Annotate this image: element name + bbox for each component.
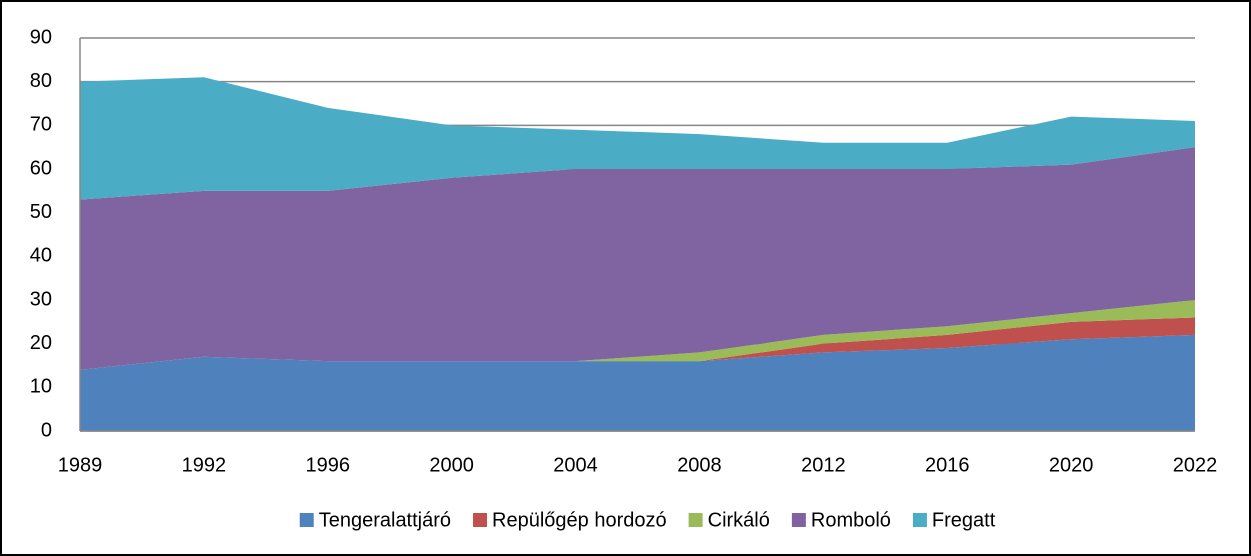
legend-label: Cirkáló [708,509,770,531]
legend-label: Fregatt [932,509,996,531]
x-tick-label: 2022 [1173,454,1218,476]
legend: Tengeralattjáró Repülőgép hordozó Cirkáló R… [299,509,996,531]
legend-label: Repülőgép hordozó [492,509,667,531]
legend-swatch [299,513,314,527]
x-tick-label: 2004 [553,454,598,476]
legend-swatch [688,513,703,527]
x-tick-label: 2020 [1049,454,1094,476]
y-tick-label: 70 [30,114,52,136]
y-tick-label: 90 [30,26,52,48]
x-tick-label: 2008 [677,454,722,476]
legend-swatch [473,513,488,527]
legend-swatch [791,513,806,527]
area [80,147,1195,370]
y-tick-label: 10 [30,376,52,398]
y-tick-label: 40 [30,245,52,267]
y-tick-label: 30 [30,288,52,310]
legend-swatch [912,513,927,527]
area [80,77,1195,200]
legend-label: Tengeralattjáró [319,509,451,531]
x-tick-label: 2016 [925,454,970,476]
x-tick-label: 1989 [58,454,103,476]
y-tick-label: 0 [41,419,52,441]
y-tick-label: 80 [30,70,52,92]
x-tick-label: 1996 [306,454,351,476]
x-tick-label: 2000 [429,454,474,476]
area [80,317,1195,370]
y-tick-label: 20 [30,332,52,354]
y-tick-label: 50 [30,201,52,223]
x-tick-label: 1992 [182,454,227,476]
y-tick-label: 60 [30,157,52,179]
legend-label: Romboló [811,509,891,531]
area [80,334,1195,431]
x-tick-label: 2012 [801,454,846,476]
